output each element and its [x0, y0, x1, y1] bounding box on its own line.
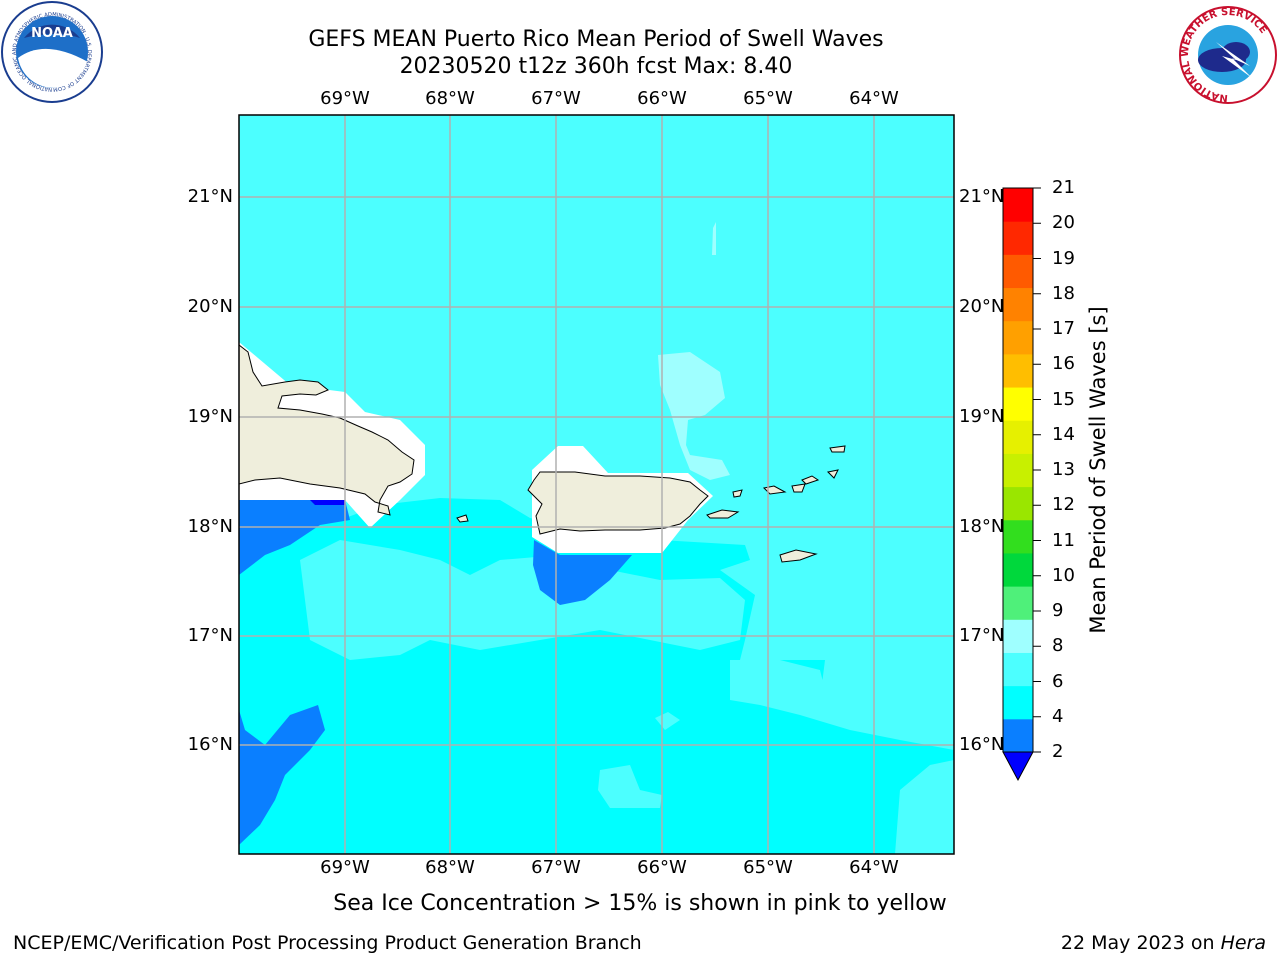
sea-ice-note: Sea Ice Concentration > 15% is shown in …	[333, 891, 947, 916]
field-6-8-patch	[258, 240, 272, 258]
colorbar-band	[1003, 453, 1033, 488]
field-8-9	[712, 222, 716, 255]
footer-date-text: 22 May 2023 on	[1060, 932, 1221, 954]
colorbar-band	[1003, 552, 1033, 587]
lat-label-left: 16°N	[187, 734, 233, 755]
colorbar-tick-label: 6	[1052, 670, 1064, 692]
colorbar-tick-label: 17	[1052, 318, 1075, 339]
lon-label-top: 65°W	[743, 88, 793, 109]
field-6-8-patch	[895, 760, 954, 854]
lon-label-bottom: 67°W	[531, 857, 581, 878]
lat-label-left: 21°N	[187, 186, 233, 207]
colorbar-tick-label: 11	[1052, 529, 1075, 551]
field-6-8-patch	[598, 765, 662, 808]
land-mona-island	[456, 514, 469, 523]
land-hispaniola	[239, 344, 415, 516]
field-2-4	[533, 540, 632, 605]
lon-label-top: 67°W	[531, 88, 581, 109]
lat-label-left: 19°N	[187, 406, 233, 427]
lon-label-bottom: 64°W	[849, 857, 899, 878]
colorbar-band	[1003, 586, 1033, 620]
lat-label-left: 20°N	[187, 296, 233, 317]
colorbar-tick-label: 14	[1052, 423, 1075, 445]
colorbar-band	[1003, 320, 1033, 355]
lon-label-bottom: 66°W	[637, 857, 687, 878]
land-anegada	[829, 445, 846, 453]
colorbar-tick-label: 20	[1052, 212, 1075, 234]
footer-branch: NCEP/EMC/Verification Post Processing Pr…	[13, 932, 642, 954]
colorbar-tick-label: 18	[1052, 282, 1075, 304]
land-virgin-gorda	[826, 469, 839, 479]
land-puerto-rico	[527, 471, 709, 535]
field-6-8-patch	[730, 660, 954, 750]
map-frame	[238, 114, 955, 855]
colorbar-tick-label: 9	[1052, 600, 1064, 621]
land-st-croix	[779, 549, 818, 563]
lat-label-right: 16°N	[959, 734, 1005, 755]
swell-period-field	[239, 115, 954, 854]
field-below-2	[310, 500, 345, 505]
colorbar-label: Mean Period of Swell Waves [s]	[1086, 306, 1110, 634]
lon-label-bottom: 69°W	[320, 857, 370, 878]
colorbar-tick-label: 21	[1052, 177, 1075, 198]
land-culebra	[732, 489, 743, 498]
colorbar-band	[1003, 221, 1033, 255]
colorbar-tick-label: 2	[1052, 741, 1064, 762]
colorbar-tick-marks	[1033, 187, 1041, 753]
colorbar-band	[1003, 486, 1033, 521]
lat-label-left: 18°N	[187, 516, 233, 537]
footer-date: 22 May 2023 on Hera	[1061, 932, 1266, 954]
field-2-4	[239, 500, 350, 575]
colorbar-band	[1003, 420, 1033, 454]
field-6-8-patch	[812, 465, 830, 476]
graticule	[239, 115, 954, 854]
footer-host: Hera	[1220, 932, 1266, 954]
colorbar-tick-label: 19	[1052, 247, 1075, 269]
colorbar-band	[1003, 387, 1033, 421]
colorbar-band	[1003, 287, 1033, 322]
lat-label-right: 19°N	[959, 406, 1005, 427]
lat-label-right: 17°N	[959, 625, 1005, 646]
colorbar-tick-label: 13	[1052, 459, 1075, 480]
colorbar-tick-label: 15	[1052, 388, 1075, 410]
chart-subtitle: 20230520 t12z 360h fcst Max: 8.40	[399, 54, 793, 79]
field-2-4	[239, 705, 325, 845]
lat-label-left: 17°N	[187, 625, 233, 646]
lon-label-bottom: 68°W	[425, 857, 475, 878]
colorbar-tick-label: 12	[1052, 494, 1075, 516]
colorbar-bands	[1003, 188, 1033, 753]
lon-label-bottom: 65°W	[743, 857, 793, 878]
colorbar-band	[1003, 254, 1033, 289]
colorbar-band	[1003, 353, 1033, 388]
colorbar-band	[1003, 519, 1033, 554]
colorbar-tick-label: 4	[1052, 705, 1064, 727]
field-6-8-patch	[300, 540, 745, 660]
colorbar-tick-label: 16	[1052, 353, 1075, 375]
colorbar-tick-label: 10	[1052, 564, 1075, 586]
lat-label-right: 21°N	[959, 186, 1005, 207]
colorbar-band	[1003, 718, 1033, 753]
land-tortola	[801, 475, 820, 485]
field-8-9	[658, 352, 730, 480]
land-vieques	[706, 509, 740, 519]
lat-label-right: 18°N	[959, 516, 1005, 537]
colorbar-tick-label: 8	[1052, 635, 1064, 657]
colorbar-band	[1003, 652, 1033, 687]
field-6-8-patch	[675, 590, 705, 625]
colorbar-band	[1003, 619, 1033, 653]
colorbar-band	[1003, 685, 1033, 720]
colorbar-band	[1003, 188, 1033, 222]
lon-label-top: 64°W	[849, 88, 899, 109]
colorbar-under-arrow	[1002, 751, 1034, 782]
land-st-john	[791, 483, 806, 493]
lat-label-right: 20°N	[959, 296, 1005, 317]
lon-label-top: 69°W	[320, 88, 370, 109]
lon-label-top: 68°W	[425, 88, 475, 109]
chart-title: GEFS MEAN Puerto Rico Mean Period of Swe…	[308, 27, 884, 52]
lon-label-top: 66°W	[637, 88, 687, 109]
